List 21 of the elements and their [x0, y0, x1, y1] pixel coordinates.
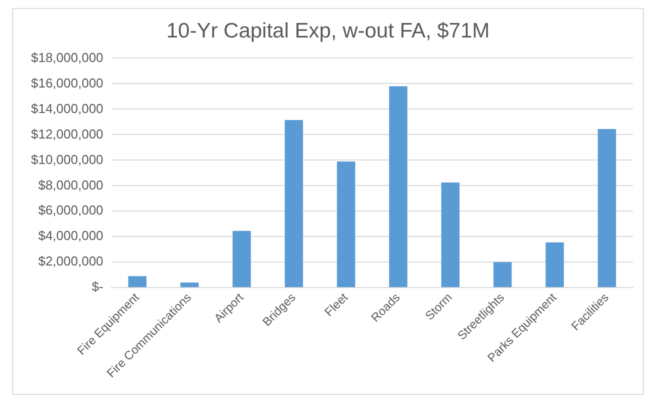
- bar: [493, 262, 512, 288]
- y-tick-label: $8,000,000: [38, 177, 104, 192]
- bar: [441, 182, 460, 288]
- y-tick-label: $10,000,000: [30, 152, 104, 167]
- chart-title: 10-Yr Capital Exp, w-out FA, $71M: [166, 19, 490, 42]
- y-tick-label: $2,000,000: [38, 254, 104, 269]
- bar: [128, 276, 147, 288]
- y-tick-label: $4,000,000: [38, 228, 104, 244]
- bar: [284, 120, 304, 288]
- bar: [598, 128, 616, 288]
- bar: [336, 161, 356, 288]
- y-tick-label: $12,000,000: [30, 126, 104, 142]
- y-tick-label: $14,000,000: [30, 100, 104, 116]
- bar: [389, 86, 408, 288]
- bar: [546, 242, 564, 288]
- bar: [232, 230, 251, 288]
- y-tick-label: $6,000,000: [38, 202, 104, 218]
- bar: [180, 282, 199, 288]
- y-tick-label: $16,000,000: [30, 75, 104, 90]
- y-tick-label: $-: [92, 279, 104, 294]
- y-tick-label: $18,000,000: [30, 50, 104, 65]
